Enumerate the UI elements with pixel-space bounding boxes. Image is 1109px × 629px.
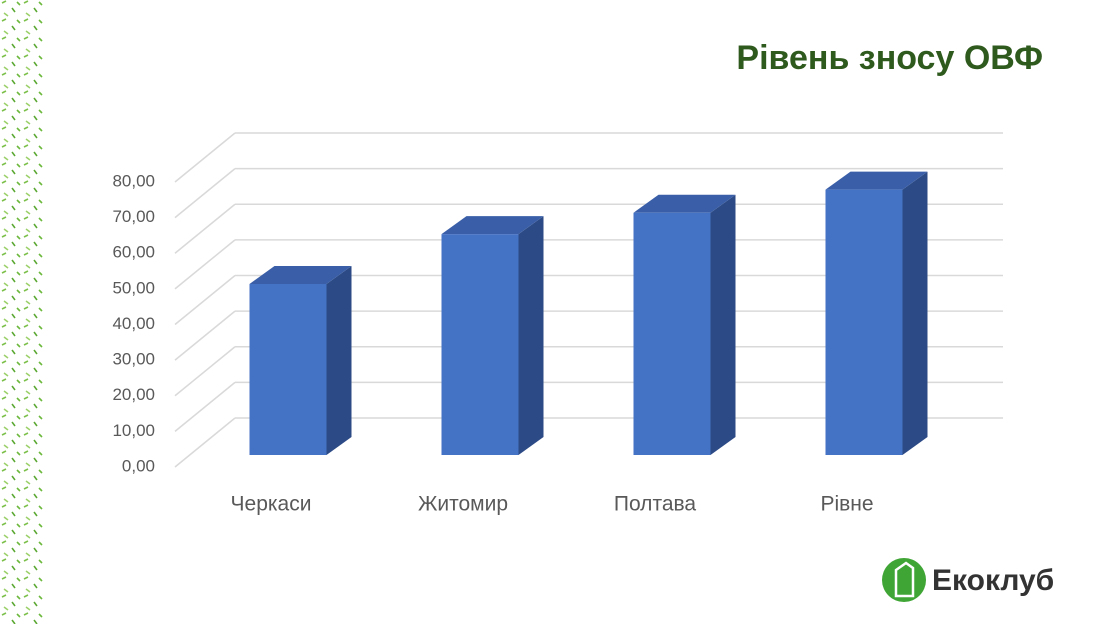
y-tick-label: 80,00: [112, 171, 155, 190]
y-tick-label: 20,00: [112, 385, 155, 404]
decor-strip: [0, 0, 44, 624]
y-tick-label: 40,00: [112, 314, 155, 333]
grid-line-side: [174, 417, 236, 468]
y-tick-label: 30,00: [112, 350, 155, 369]
grid-line-side: [174, 168, 236, 219]
bar-top: [249, 266, 352, 284]
grid-line-side: [174, 203, 236, 254]
bar: [825, 171, 928, 455]
bar-side: [518, 216, 544, 455]
grid-line-side: [174, 132, 236, 183]
chart-title: Рівень зносу ОВФ: [736, 39, 1043, 77]
grid-line-side: [174, 310, 236, 361]
grid-line-side: [174, 274, 236, 326]
grid-line-side: [174, 346, 236, 397]
bar-top: [441, 216, 544, 235]
bar: [441, 216, 544, 455]
bar-side: [326, 266, 352, 455]
x-tick-label: Черкаси: [231, 493, 312, 516]
bar-side: [902, 171, 928, 455]
y-tick-label: 50,00: [112, 278, 155, 297]
y-tick-label: 0,00: [122, 456, 155, 475]
y-tick-label: 70,00: [112, 207, 155, 226]
y-tick-label: 10,00: [112, 421, 155, 440]
x-tick-label: Рівне: [820, 493, 873, 516]
logo-icon: [882, 558, 926, 602]
bar-top: [633, 194, 736, 213]
x-tick-label: Полтава: [614, 493, 697, 516]
bar-side: [710, 194, 736, 455]
logo-icon-shape: [894, 561, 915, 598]
logo: Екоклуб: [882, 558, 1054, 602]
x-tick-label: Житомир: [418, 493, 508, 516]
bar: [633, 194, 736, 455]
grid-line-side: [174, 381, 236, 432]
logo-text: Екоклуб: [932, 564, 1054, 597]
bar-top: [825, 171, 928, 190]
bar-front: [441, 234, 519, 455]
bar-front: [249, 284, 327, 455]
bar-front: [633, 212, 711, 455]
bar-front: [825, 189, 903, 455]
bar: [249, 266, 352, 455]
grid-line-side: [174, 239, 236, 290]
y-tick-label: 60,00: [112, 243, 155, 262]
